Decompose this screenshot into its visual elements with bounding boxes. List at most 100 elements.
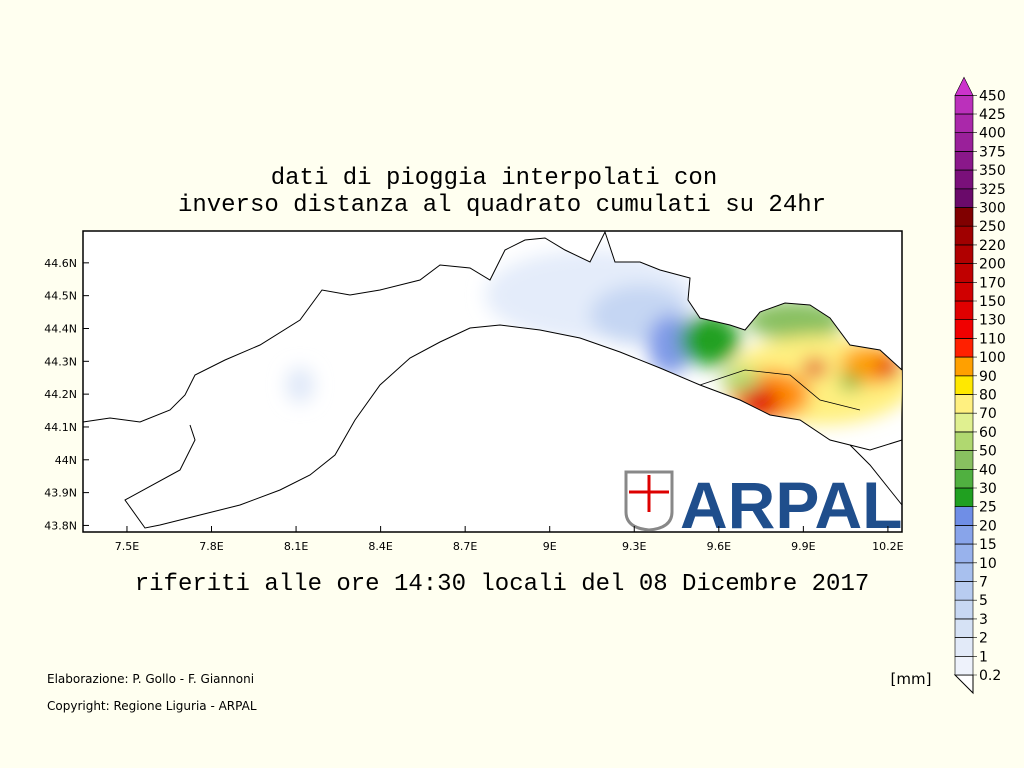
colorbar-swatch — [954, 151, 974, 171]
colorbar-label: 2 — [979, 631, 988, 647]
x-tick-label: 9.3E — [622, 540, 646, 553]
colorbar-label: 10 — [979, 556, 997, 572]
colorbar-low-end — [953, 674, 974, 695]
logo: ARPAL — [624, 468, 902, 542]
colorbar-label: 170 — [979, 275, 1006, 291]
x-tick-label: 7.8E — [199, 540, 223, 553]
colorbar-swatch — [954, 300, 974, 321]
colorbar-label: 50 — [979, 444, 997, 460]
x-tick-label: 8.7E — [453, 540, 477, 553]
colorbar-label: 400 — [979, 126, 1006, 142]
logo-text: ARPAL — [680, 468, 902, 542]
colorbar-swatch — [954, 338, 974, 358]
colorbar-swatch — [954, 113, 974, 134]
x-tick-label: 8.4E — [368, 540, 392, 553]
colorbar-swatch — [954, 132, 974, 152]
colorbar-label: 0.2 — [979, 668, 1001, 684]
colorbar-swatch — [954, 543, 974, 564]
colorbar-high-end — [954, 76, 974, 96]
y-tick-label: 44.3N — [44, 355, 77, 368]
x-tick-label: 9E — [543, 540, 557, 553]
colorbar-label: 300 — [979, 201, 1006, 217]
colorbar-swatch — [954, 562, 974, 582]
colorbar-label: 20 — [979, 518, 997, 534]
y-tick-label: 44.4N — [44, 322, 77, 335]
axes: 7.5E 7.8E 8.1E 8.4E 8.7E 9E 9.3E 9.6E 9.9E 10.2E 4… — [44, 257, 903, 553]
colorbar-swatch — [954, 188, 974, 208]
title-line: dati di pioggia interpolati con — [271, 165, 717, 192]
boundary — [82, 230, 903, 423]
colorbar-label: 25 — [979, 500, 997, 516]
tuscany-coast — [849, 444, 903, 506]
colorbar-swatch — [954, 263, 974, 283]
title-line: inverso distanza al quadrato cumulati su… — [178, 192, 826, 219]
colorbar-label: 150 — [979, 294, 1006, 310]
colorbar-label: 3 — [979, 612, 988, 628]
colorbar-label: 15 — [979, 537, 997, 553]
colorbar-label: 325 — [979, 182, 1006, 198]
y-tick-label: 44.5N — [44, 290, 77, 303]
colorbar-swatch — [954, 637, 974, 657]
colorbar-label: 60 — [979, 425, 997, 441]
colorbar-label: 375 — [979, 144, 1006, 160]
colorbar-label: 130 — [979, 313, 1006, 329]
colorbar-swatch — [954, 506, 974, 526]
subtitle: riferiti alle ore 14:30 locali del 08 Di… — [135, 571, 870, 598]
x-tick-label: 7.5E — [115, 540, 139, 553]
colorbar-label: 220 — [979, 238, 1006, 254]
credit: Elaborazione: P. Gollo - F. Giannoni — [47, 672, 254, 686]
colorbar-label: 250 — [979, 219, 1006, 235]
colorbar: 0.2 1 2 3 5 7 10 15 20 25 30 40 50 60 70 80 90 100 110 130 1… — [953, 76, 1006, 695]
y-tick-label: 44.6N — [44, 257, 77, 270]
colorbar-label: 90 — [979, 369, 997, 385]
colorbar-swatch — [954, 599, 974, 620]
colorbar-swatch — [954, 375, 974, 395]
colorbar-swatch — [954, 244, 974, 264]
colorbar-swatch — [954, 95, 974, 115]
colorbar-label: 110 — [979, 331, 1006, 347]
colorbar-label: 80 — [979, 388, 997, 404]
x-tick-label: 9.6E — [707, 540, 731, 553]
map-frame: ARPAL — [82, 230, 903, 542]
colorbar-swatch — [954, 412, 974, 433]
colorbar-label: 7 — [979, 575, 988, 591]
colorbar-swatch — [954, 225, 974, 246]
colorbar-swatch — [954, 487, 974, 508]
x-tick-label: 9.9E — [791, 540, 815, 553]
colorbar-swatch — [954, 319, 974, 339]
colorbar-label: 425 — [979, 107, 1006, 123]
colorbar-swatch — [954, 356, 974, 377]
colorbar-swatch — [954, 581, 974, 601]
colorbar-label: 450 — [979, 88, 1006, 104]
x-tick-label: 10.2E — [872, 540, 903, 553]
colorbar-label: 100 — [979, 350, 1006, 366]
colorbar-swatch — [954, 207, 974, 227]
colorbar-swatch — [954, 468, 974, 489]
y-tick-label: 44.2N — [44, 388, 77, 401]
y-tick-label: 44N — [55, 454, 77, 467]
colorbar-swatch — [954, 655, 974, 676]
coastline — [124, 324, 903, 529]
colorbar-label: 1 — [979, 649, 988, 665]
y-tick-label: 43.9N — [44, 487, 77, 500]
colorbar-label: 70 — [979, 406, 997, 422]
colorbar-label: 200 — [979, 257, 1006, 273]
colorbar-swatch — [954, 169, 974, 190]
credit: Copyright: Regione Liguria - ARPAL — [47, 699, 257, 713]
y-tick-label: 44.1N — [44, 421, 77, 434]
colorbar-swatch — [954, 525, 974, 545]
colorbar-label: 30 — [979, 481, 997, 497]
colorbar-swatch — [954, 618, 974, 638]
colorbar-swatch — [954, 281, 974, 302]
colorbar-swatch — [954, 450, 974, 470]
colorbar-swatch — [954, 394, 974, 414]
colorbar-label: 350 — [979, 163, 1006, 179]
colorbar-label: 5 — [979, 593, 988, 609]
legend-unit: [mm] — [891, 670, 932, 688]
province-border — [699, 369, 861, 411]
colorbar-swatch — [954, 431, 974, 451]
colorbar-label: 40 — [979, 462, 997, 478]
x-tick-label: 8.1E — [284, 540, 308, 553]
y-tick-label: 43.8N — [44, 519, 77, 532]
